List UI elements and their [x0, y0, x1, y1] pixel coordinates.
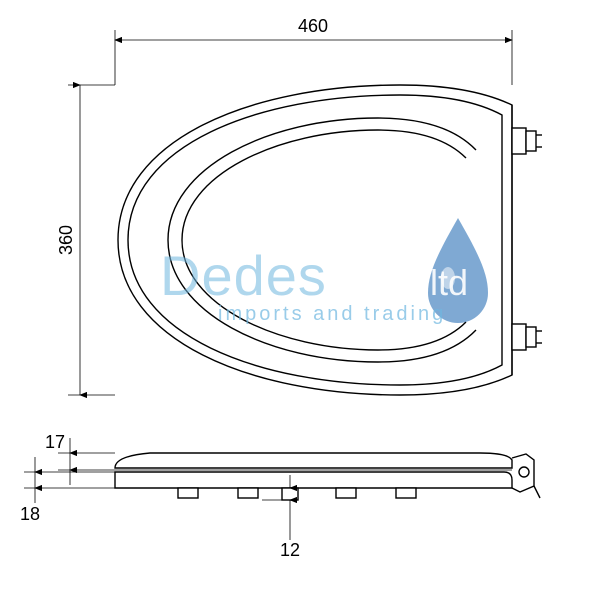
top-view-group: 460 360 — [56, 16, 542, 395]
technical-drawing-canvas: 460 360 — [0, 0, 600, 600]
seat-profile — [115, 472, 512, 488]
dimension-height-value: 360 — [56, 225, 76, 255]
brand-name: Dedes — [160, 244, 327, 307]
seat-opening-outer — [168, 118, 476, 362]
hinge-top — [512, 128, 542, 154]
dimension-rib-depth: 12 — [280, 540, 300, 560]
underside-ribs — [178, 488, 416, 500]
side-hinge — [512, 454, 540, 498]
brand-suffix: ltd — [430, 262, 468, 303]
hinge-bottom — [512, 324, 542, 350]
brand-watermark: Dedes ltd imports and trading — [160, 218, 488, 325]
side-view-group: 17 18 12 — [20, 432, 540, 560]
dimension-lid-thickness: 17 — [45, 432, 65, 452]
dimension-seat-thickness: 18 — [20, 504, 40, 524]
lid-profile — [115, 453, 512, 468]
dimension-width-value: 460 — [298, 16, 328, 36]
brand-tagline: imports and trading — [218, 303, 446, 325]
